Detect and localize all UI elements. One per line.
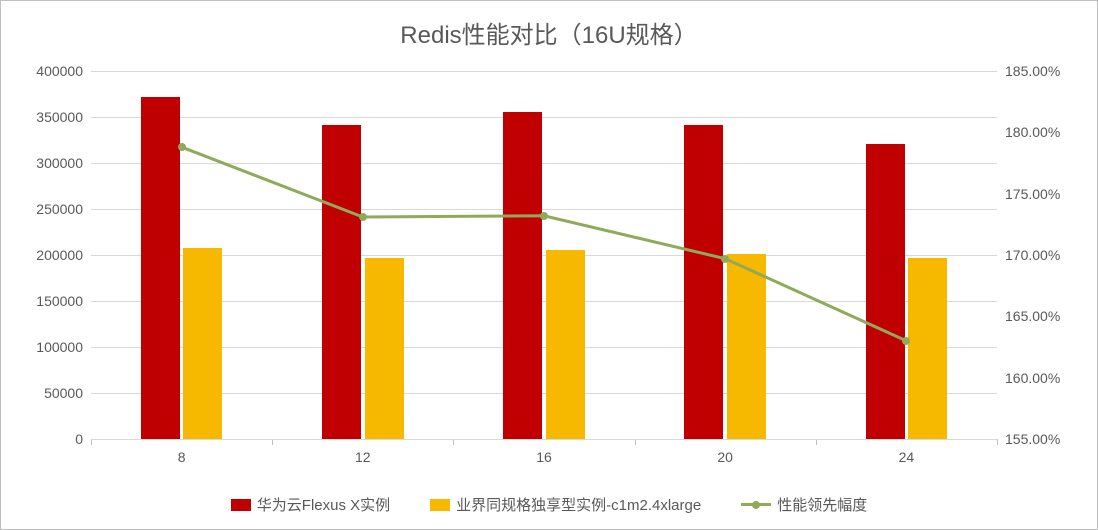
y-left-tick-label: 400000: [36, 63, 83, 79]
line-series-path: [182, 147, 907, 341]
x-tick-label: 24: [899, 449, 915, 465]
y-left-tick-label: 250000: [36, 201, 83, 217]
y-left-tick-label: 200000: [36, 247, 83, 263]
y-right-tick-label: 165.00%: [1005, 308, 1060, 324]
y-right-tick-label: 175.00%: [1005, 186, 1060, 202]
y-right-tick-label: 170.00%: [1005, 247, 1060, 263]
y-left-tick-label: 300000: [36, 155, 83, 171]
y-right-tick-label: 155.00%: [1005, 431, 1060, 447]
legend-label-bar2: 业界同规格独享型实例-c1m2.4xlarge: [456, 494, 701, 515]
plot-area: 0500001000001500002000002500003000003500…: [91, 71, 997, 439]
y-right-tick-label: 160.00%: [1005, 370, 1060, 386]
y-right-tick-label: 185.00%: [1005, 63, 1060, 79]
legend-label-bar1: 华为云Flexus X实例: [257, 494, 390, 515]
y-right-tick-label: 180.00%: [1005, 124, 1060, 140]
line-marker: [721, 255, 729, 263]
chart-container: Redis性能对比（16U规格） 05000010000015000020000…: [0, 0, 1098, 530]
y-left-tick-label: 100000: [36, 339, 83, 355]
legend-swatch-bar1: [231, 499, 251, 511]
legend-item-bar1: 华为云Flexus X实例: [231, 494, 390, 515]
x-tick-label: 16: [536, 449, 552, 465]
x-tick-label: 8: [178, 449, 186, 465]
chart-title: Redis性能对比（16U规格）: [1, 1, 1097, 50]
y-left-tick-label: 50000: [44, 385, 83, 401]
legend: 华为云Flexus X实例 业界同规格独享型实例-c1m2.4xlarge 性能…: [1, 494, 1097, 515]
y-left-tick-label: 350000: [36, 109, 83, 125]
y-left-tick-label: 0: [75, 431, 83, 447]
legend-line-icon: [741, 503, 771, 506]
legend-label-line: 性能领先幅度: [777, 494, 867, 515]
line-series-svg: [91, 71, 997, 439]
line-marker: [540, 212, 548, 220]
legend-item-bar2: 业界同规格独享型实例-c1m2.4xlarge: [430, 494, 701, 515]
legend-swatch-bar2: [430, 499, 450, 511]
legend-item-line: 性能领先幅度: [741, 494, 867, 515]
x-tick-label: 12: [355, 449, 371, 465]
line-marker: [178, 143, 186, 151]
y-left-tick-label: 150000: [36, 293, 83, 309]
x-tick: [997, 439, 998, 445]
line-marker: [359, 213, 367, 221]
x-tick-label: 20: [717, 449, 733, 465]
gridline: [91, 439, 997, 440]
